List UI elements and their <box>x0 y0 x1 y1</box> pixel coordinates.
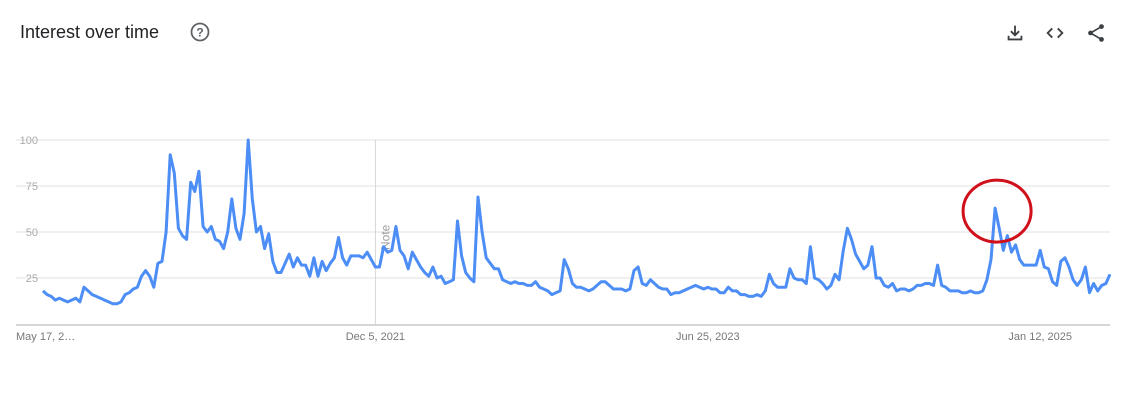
help-icon[interactable]: ? <box>190 22 210 42</box>
download-icon[interactable] <box>1004 22 1026 44</box>
svg-text:?: ? <box>196 26 203 40</box>
series-line <box>41 138 1112 306</box>
y-tick-label: 50 <box>26 227 38 239</box>
y-tick-label: 100 <box>20 135 38 147</box>
chart-title: Interest over time <box>20 22 160 42</box>
annotation-circle <box>961 178 1033 244</box>
x-tick-label: Jun 25, 2023 <box>676 331 740 343</box>
x-tick-label: Jan 12, 2025 <box>1008 331 1072 343</box>
x-tick-label: May 17, 2… <box>16 331 75 343</box>
note-label: Note <box>378 224 392 250</box>
embed-code-icon[interactable] <box>1044 22 1066 44</box>
y-tick-label: 25 <box>26 273 38 285</box>
y-tick-label: 75 <box>26 181 38 193</box>
x-tick-label: Dec 5, 2021 <box>346 331 405 343</box>
share-icon[interactable] <box>1085 22 1107 44</box>
